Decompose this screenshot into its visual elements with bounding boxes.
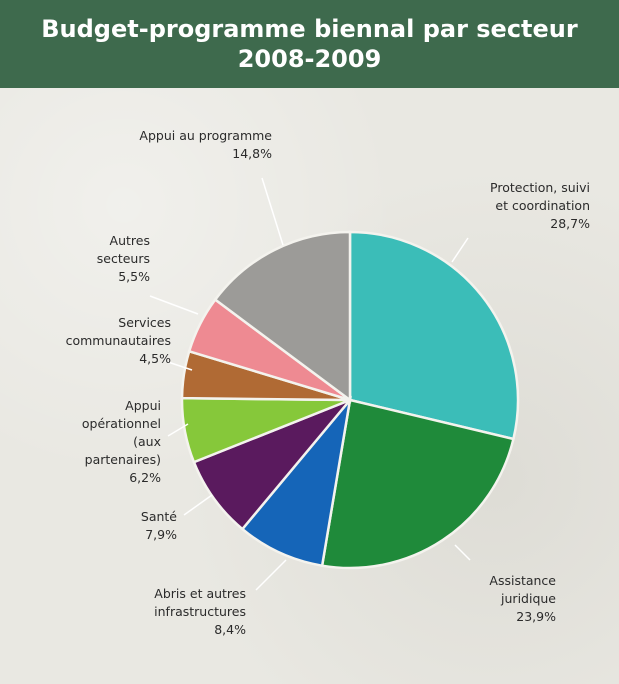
slice-label-line: infrastructures <box>154 604 246 619</box>
slice-label-line: Protection, suivi <box>490 180 590 195</box>
slice-label-4: Appui opérationnel (aux partenaires) 6,2% <box>82 398 161 485</box>
leader-line-3 <box>183 494 213 516</box>
leader-line-4 <box>167 423 189 437</box>
slice-label-line: (aux <box>133 434 161 449</box>
slice-percent: 5,5% <box>118 269 150 284</box>
slice-label-line: Assistance <box>489 573 556 588</box>
slice-label-2: Abris et autres infrastructures 8,4% <box>154 586 246 637</box>
chart-subtitle: 2008-2009 <box>237 45 382 73</box>
leader-line-1 <box>454 544 471 561</box>
slice-label-line: secteurs <box>97 251 150 266</box>
leader-line-6 <box>149 295 199 315</box>
slice-label-line: communautaires <box>66 333 171 348</box>
chart-header: Budget-programme biennal par secteur 200… <box>0 0 619 88</box>
slice-label-5: Services communautaires 4,5% <box>66 315 172 366</box>
slice-label-line: juridique <box>500 591 556 606</box>
pie-slice-2 <box>240 395 352 568</box>
slice-label-line: opérationnel <box>82 416 161 431</box>
slice-label-line: partenaires) <box>85 452 161 467</box>
slice-label-line: Abris et autres <box>154 586 246 601</box>
slice-percent: 4,5% <box>139 351 171 366</box>
slice-label-line: Appui au programme <box>139 128 272 143</box>
slice-percent: 6,2% <box>129 470 161 485</box>
pie-slice-1 <box>320 398 515 570</box>
slice-percent: 23,9% <box>516 609 556 624</box>
slice-label-3: Santé 7,9% <box>141 509 177 542</box>
leader-lines <box>149 177 471 591</box>
leader-line-2 <box>255 559 287 591</box>
slice-percent: 7,9% <box>145 527 177 542</box>
slice-labels: Protection, suivi et coordination 28,7% Ass… <box>66 128 591 637</box>
slice-percent: 8,4% <box>214 622 246 637</box>
slice-percent: 14,8% <box>232 146 272 161</box>
slice-label-1: Assistance juridique 23,9% <box>489 573 556 624</box>
pie-slice-7 <box>213 230 352 403</box>
slice-percent: 28,7% <box>550 216 590 231</box>
pie-slices <box>180 230 520 570</box>
slice-label-line: Santé <box>141 509 177 524</box>
pie-slice-0 <box>348 230 520 441</box>
slice-label-line: Services <box>118 315 171 330</box>
chart-title: Budget-programme biennal par secteur <box>41 15 578 43</box>
slice-label-6: Autres secteurs 5,5% <box>97 233 150 284</box>
slice-label-0: Protection, suivi et coordination 28,7% <box>490 180 590 231</box>
slice-label-line: Appui <box>125 398 161 413</box>
slice-label-line: Autres <box>110 233 150 248</box>
slice-label-7: Appui au programme 14,8% <box>139 128 272 161</box>
leader-line-7 <box>261 177 284 246</box>
leader-line-5 <box>167 361 193 371</box>
slice-label-line: et coordination <box>495 198 590 213</box>
leader-line-0 <box>451 237 469 263</box>
